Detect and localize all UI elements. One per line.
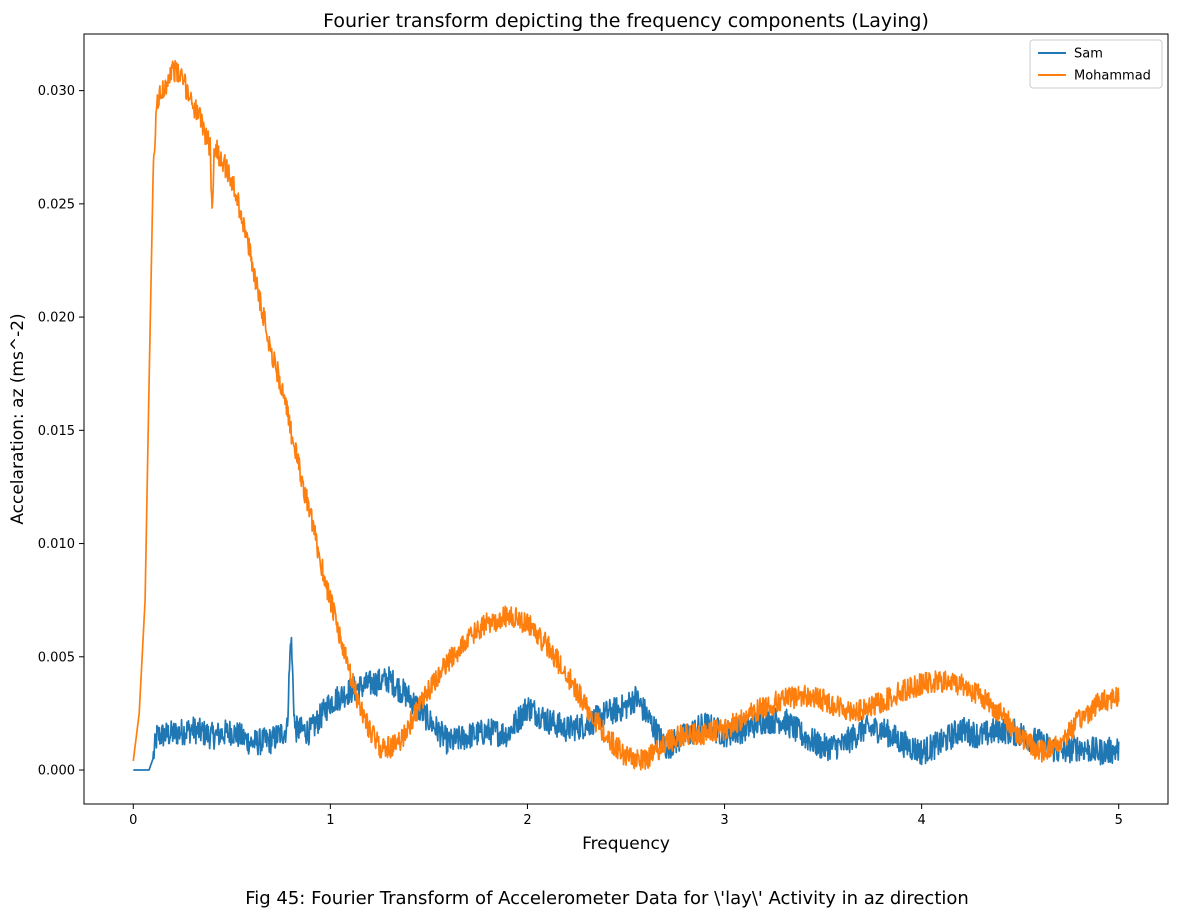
series-line-1 <box>132 636 1120 771</box>
figure-caption: Fig 45: Fourier Transform of Acceleromet… <box>245 888 969 909</box>
y-tick-label: 0.005 <box>38 650 75 665</box>
x-tick-label: 3 <box>720 813 728 828</box>
y-tick-label: 0.020 <box>38 311 75 326</box>
x-tick-label: 5 <box>1115 813 1123 828</box>
plot-frame <box>83 33 1169 805</box>
y-tick-label: 0.030 <box>38 84 75 99</box>
plot-area <box>83 33 1169 805</box>
legend-label: Sam <box>1074 47 1103 62</box>
y-tick-label: 0.015 <box>38 424 75 439</box>
legend: Sam Mohammad <box>1029 39 1163 89</box>
chart-title: Fourier transform depicting the frequenc… <box>323 10 929 32</box>
y-tick-label: 0.025 <box>38 197 75 212</box>
x-tick-label: 1 <box>326 813 334 828</box>
x-axis: 0 1 2 3 4 5 <box>129 804 1123 828</box>
legend-label: Mohammad <box>1074 69 1151 84</box>
y-tick-label: 0.000 <box>38 764 75 779</box>
y-axis-title: Accelaration: az (ms^-2) <box>8 313 28 524</box>
y-tick-label: 0.010 <box>38 537 75 552</box>
series-layer <box>132 59 1120 771</box>
series-line-2 <box>132 59 1120 771</box>
x-tick-label: 4 <box>917 813 925 828</box>
x-tick-label: 0 <box>129 813 137 828</box>
y-axis: 0.000 0.005 0.010 0.015 0.020 0.025 0.030 <box>38 84 84 779</box>
x-axis-title: Frequency <box>582 834 670 854</box>
x-tick-label: 2 <box>523 813 531 828</box>
